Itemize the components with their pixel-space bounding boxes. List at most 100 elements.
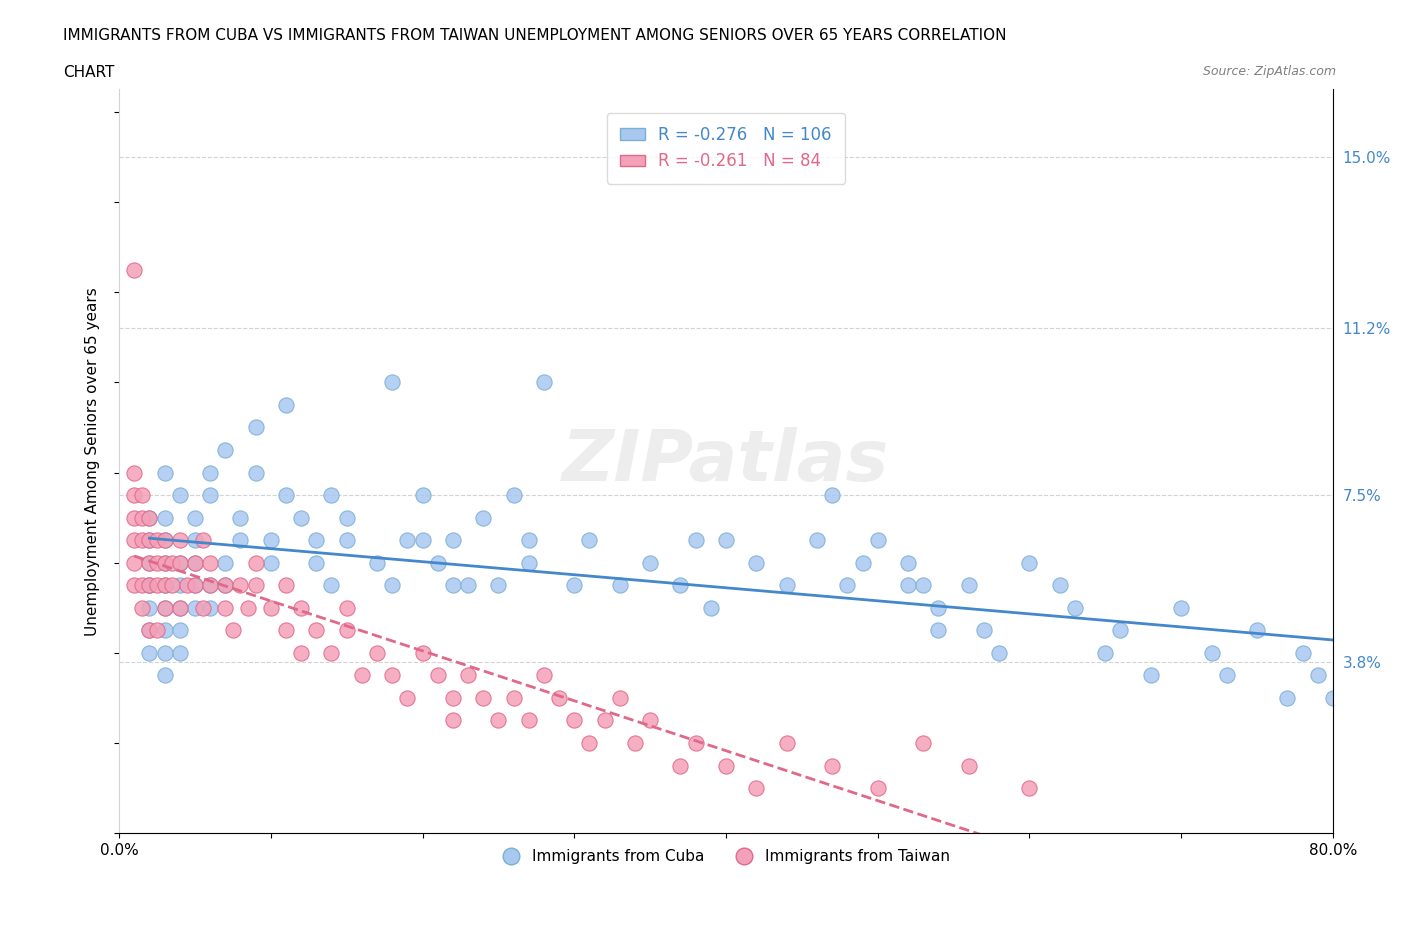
Legend: Immigrants from Cuba, Immigrants from Taiwan: Immigrants from Cuba, Immigrants from Ta…	[495, 843, 956, 870]
Point	[169, 555, 191, 570]
Point	[153, 645, 176, 660]
Point	[669, 758, 692, 773]
Point	[131, 533, 153, 548]
Point	[138, 623, 160, 638]
Point	[321, 645, 343, 660]
Point	[957, 758, 980, 773]
Point	[122, 511, 145, 525]
Point	[441, 713, 464, 728]
Point	[1109, 623, 1132, 638]
Point	[122, 533, 145, 548]
Point	[381, 668, 404, 683]
Point	[169, 578, 191, 592]
Point	[222, 623, 245, 638]
Point	[517, 555, 540, 570]
Point	[198, 555, 221, 570]
Point	[897, 555, 920, 570]
Point	[1291, 645, 1313, 660]
Point	[160, 578, 183, 592]
Point	[305, 555, 328, 570]
Point	[1064, 601, 1087, 616]
Point	[138, 533, 160, 548]
Point	[122, 578, 145, 592]
Point	[457, 668, 479, 683]
Point	[184, 601, 207, 616]
Point	[776, 578, 799, 592]
Point	[700, 601, 723, 616]
Point	[426, 668, 449, 683]
Point	[1018, 555, 1040, 570]
Point	[146, 578, 169, 592]
Point	[169, 533, 191, 548]
Point	[138, 578, 160, 592]
Point	[131, 601, 153, 616]
Point	[290, 601, 312, 616]
Point	[609, 578, 631, 592]
Point	[138, 578, 160, 592]
Point	[146, 555, 169, 570]
Point	[290, 511, 312, 525]
Point	[1246, 623, 1268, 638]
Point	[1049, 578, 1071, 592]
Point	[578, 736, 600, 751]
Point	[988, 645, 1011, 660]
Point	[714, 758, 737, 773]
Point	[260, 601, 283, 616]
Point	[138, 601, 160, 616]
Point	[1277, 690, 1299, 705]
Point	[1201, 645, 1223, 660]
Point	[669, 578, 692, 592]
Point	[533, 668, 555, 683]
Point	[412, 487, 434, 502]
Point	[927, 623, 949, 638]
Point	[336, 601, 359, 616]
Point	[486, 578, 509, 592]
Point	[502, 690, 524, 705]
Point	[1215, 668, 1237, 683]
Point	[184, 578, 207, 592]
Y-axis label: Unemployment Among Seniors over 65 years: Unemployment Among Seniors over 65 years	[86, 287, 100, 636]
Point	[366, 645, 388, 660]
Point	[153, 533, 176, 548]
Point	[138, 555, 160, 570]
Point	[138, 645, 160, 660]
Point	[957, 578, 980, 592]
Point	[336, 533, 359, 548]
Point	[245, 555, 267, 570]
Point	[138, 555, 160, 570]
Point	[1140, 668, 1163, 683]
Point	[153, 533, 176, 548]
Point	[486, 713, 509, 728]
Point	[517, 713, 540, 728]
Point	[1353, 668, 1375, 683]
Point	[131, 578, 153, 592]
Point	[138, 533, 160, 548]
Point	[153, 668, 176, 683]
Point	[776, 736, 799, 751]
Point	[169, 487, 191, 502]
Point	[472, 511, 495, 525]
Point	[229, 533, 252, 548]
Point	[122, 262, 145, 277]
Point	[745, 555, 768, 570]
Point	[176, 578, 198, 592]
Point	[412, 533, 434, 548]
Point	[153, 511, 176, 525]
Point	[350, 668, 373, 683]
Point	[457, 578, 479, 592]
Point	[198, 465, 221, 480]
Point	[184, 533, 207, 548]
Point	[274, 578, 297, 592]
Point	[1170, 601, 1192, 616]
Point	[821, 758, 844, 773]
Point	[866, 533, 889, 548]
Point	[138, 511, 160, 525]
Point	[214, 443, 236, 458]
Point	[236, 601, 259, 616]
Point	[381, 578, 404, 592]
Point	[336, 511, 359, 525]
Point	[146, 533, 169, 548]
Point	[153, 578, 176, 592]
Point	[714, 533, 737, 548]
Point	[169, 601, 191, 616]
